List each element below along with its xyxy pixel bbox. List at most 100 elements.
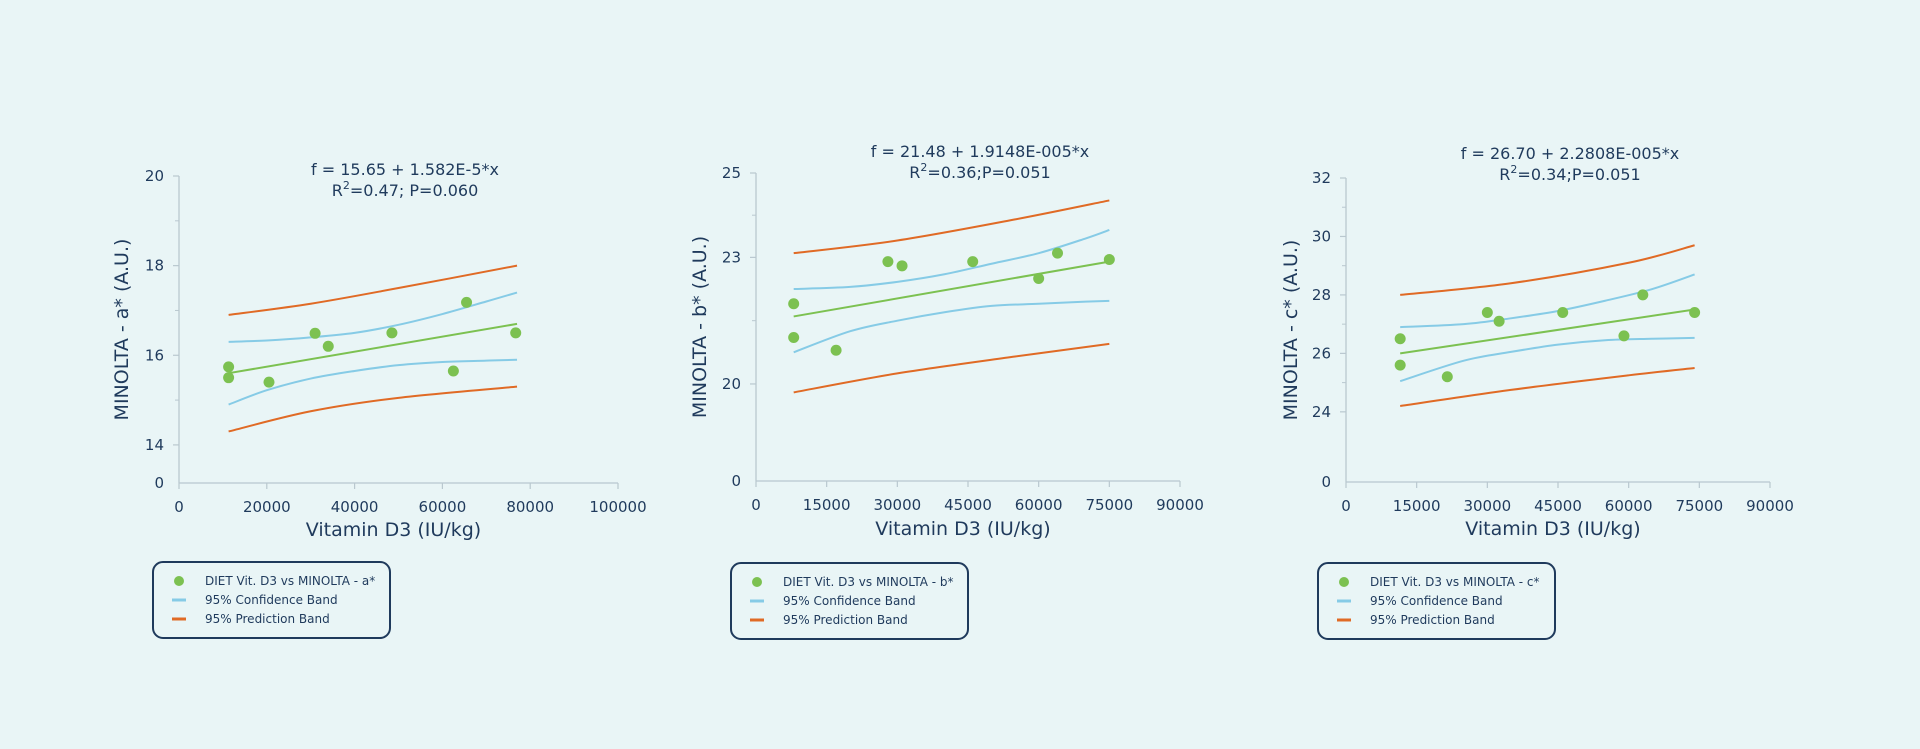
data-point (882, 256, 894, 268)
x-tick-label: 0 (751, 496, 761, 514)
fit-equation: f = 21.48 + 1.9148E-005*x (871, 142, 1089, 161)
data-point (1481, 306, 1493, 318)
r2-prefix: R (909, 163, 920, 182)
legend-label: 95% Confidence Band (1370, 594, 1503, 608)
y-tick-label: 24 (1312, 403, 1331, 421)
y-tick-label: 20 (722, 375, 741, 393)
prediction-band-upper (793, 199, 1110, 255)
x-tick-label: 30000 (873, 496, 921, 514)
legend-label: 95% Confidence Band (205, 593, 338, 607)
data-point (1394, 333, 1406, 345)
x-tick-label: 60000 (419, 498, 467, 516)
y-tick-label: 18 (145, 257, 164, 275)
y-tick-label: 32 (1312, 169, 1331, 187)
y-tick-label: 30 (1312, 227, 1331, 245)
data-point (386, 327, 398, 339)
confidence-band-lower (228, 358, 518, 406)
x-tick-label: 30000 (1463, 497, 1511, 515)
data-point (1557, 306, 1569, 318)
x-tick-label: 75000 (1675, 497, 1723, 515)
legend-label: 95% Prediction Band (1370, 613, 1495, 627)
data-point (1689, 306, 1701, 318)
fit-equation: f = 26.70 + 2.2808E-005*x (1461, 144, 1679, 163)
chart-panel-c: 0 15000 30000 45000 60000 75000 90000 24 26 28 30 3… (1280, 144, 1794, 640)
x-tick-label: 15000 (1393, 497, 1441, 515)
x-tick-label: 15000 (803, 496, 851, 514)
legend-label: DIET Vit. D3 vs MINOLTA - c* (1370, 575, 1540, 589)
legend-box (730, 562, 969, 640)
r2-values: =0.47; P=0.060 (350, 181, 478, 200)
confidence-band-upper (1400, 273, 1695, 329)
y-tick-label: 28 (1312, 286, 1331, 304)
prediction-band-lower (228, 385, 518, 433)
y-axis-label: MINOLTA - b* (A.U.) (689, 236, 711, 418)
y-tick-zero-label: 0 (154, 474, 164, 492)
r2-superscript: 2 (1510, 163, 1517, 176)
r2-prefix: R (332, 181, 343, 200)
fit-line (793, 260, 1110, 318)
data-point (263, 376, 275, 388)
data-point (1394, 359, 1406, 371)
y-tick-label: 16 (145, 346, 164, 364)
fit-equation: f = 15.65 + 1.582E-5*x (311, 160, 499, 179)
data-point (1493, 315, 1505, 327)
confidence-band-lower (1399, 336, 1695, 383)
data-point (788, 298, 800, 310)
legend-label: 95% Confidence Band (783, 594, 916, 608)
x-tick-label: 90000 (1156, 496, 1204, 514)
data-point (461, 296, 473, 308)
data-point (223, 361, 235, 373)
legend-label: 95% Prediction Band (783, 613, 908, 627)
confidence-band-upper (228, 291, 518, 343)
chart-panel-a: 0 20000 40000 60000 80000 100000 14 16 18 20 0 f = … (111, 160, 647, 639)
prediction-band-lower (1400, 367, 1695, 407)
x-tick-label: 90000 (1746, 497, 1794, 515)
fit-statistics: R2=0.47; P=0.060 (332, 179, 479, 200)
data-point (1618, 330, 1630, 342)
r2-prefix: R (1499, 165, 1510, 184)
x-tick-label: 0 (1341, 497, 1351, 515)
y-tick-label: 20 (145, 167, 164, 185)
data-point (223, 372, 235, 384)
confidence-band-upper (793, 229, 1110, 291)
legend-box (152, 561, 391, 639)
data-point (830, 344, 842, 356)
data-point (1441, 371, 1453, 383)
data-point (1052, 247, 1064, 259)
r2-values: =0.36;P=0.051 (927, 163, 1050, 182)
x-axis-label: Vitamin D3 (IU/kg) (1465, 518, 1640, 540)
x-tick-label: 75000 (1085, 496, 1133, 514)
fit-line (1400, 308, 1695, 355)
legend-marker-points (752, 577, 762, 587)
data-point (510, 327, 522, 339)
data-point (322, 340, 334, 352)
x-tick-label: 45000 (1534, 497, 1582, 515)
chart-panel-b: 0 15000 30000 45000 60000 75000 90000 20 23 25 0 f … (689, 142, 1204, 640)
x-tick-label: 20000 (243, 498, 291, 516)
r2-superscript: 2 (920, 161, 927, 174)
x-axis-label: Vitamin D3 (IU/kg) (306, 519, 481, 541)
data-point (967, 256, 979, 268)
data-point (1033, 272, 1045, 284)
legend-label: DIET Vit. D3 vs MINOLTA - b* (783, 575, 954, 589)
data-point (1637, 289, 1649, 301)
y-tick-label: 26 (1312, 344, 1331, 362)
x-tick-label: 60000 (1605, 497, 1653, 515)
prediction-band-upper (1400, 244, 1695, 296)
legend-label: DIET Vit. D3 vs MINOLTA - a* (205, 574, 375, 588)
fit-line (228, 322, 518, 375)
x-tick-label: 80000 (506, 498, 554, 516)
y-tick-label: 14 (145, 436, 164, 454)
y-tick-zero-label: 0 (731, 472, 741, 490)
data-point (788, 332, 800, 344)
x-tick-label: 0 (174, 498, 184, 516)
y-axis-label: MINOLTA - c* (A.U.) (1280, 240, 1302, 421)
prediction-band-lower (793, 342, 1110, 394)
x-tick-label: 45000 (944, 496, 992, 514)
y-axis-label: MINOLTA - a* (A.U.) (111, 239, 133, 421)
legend-label: 95% Prediction Band (205, 612, 330, 626)
r2-superscript: 2 (343, 179, 350, 192)
x-tick-label: 40000 (331, 498, 379, 516)
data-point (447, 365, 459, 377)
